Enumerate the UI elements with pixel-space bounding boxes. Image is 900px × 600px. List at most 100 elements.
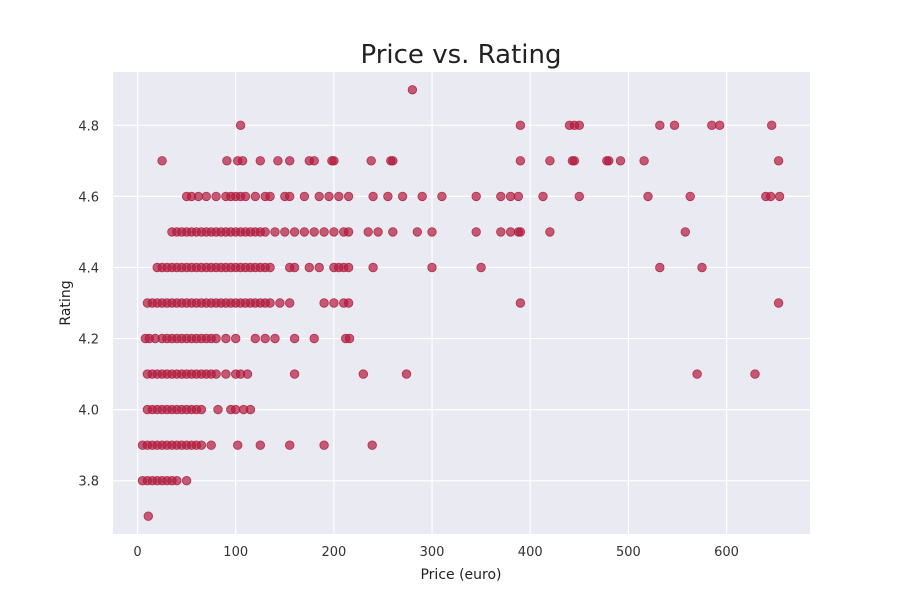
scatter-point	[270, 333, 280, 344]
scatter-point	[513, 191, 524, 202]
scatter-point	[750, 369, 760, 379]
scatter-point	[196, 440, 207, 450]
scatter-point	[285, 191, 295, 202]
scatter-point	[230, 404, 241, 415]
scatter-point	[343, 227, 354, 237]
scatter-point	[538, 191, 548, 202]
scatter-point	[604, 156, 614, 166]
scatter-point	[496, 227, 506, 237]
x-tick-label: 0	[133, 545, 141, 560]
scatter-point	[314, 191, 324, 202]
scatter-point	[773, 298, 784, 308]
x-tick-labels: 0 100 200 300 400 500 600	[133, 545, 739, 560]
scatter-point	[343, 298, 354, 308]
scatter-point	[715, 120, 725, 131]
scatter-point	[366, 156, 376, 166]
scatter-point	[397, 191, 408, 202]
scatter-point	[260, 227, 270, 237]
scatter-point	[289, 369, 300, 379]
scatter-point	[273, 156, 283, 166]
scatter-point	[358, 369, 369, 379]
scatter-point	[255, 440, 265, 450]
scatter-point	[285, 298, 295, 308]
scatter-point	[407, 85, 418, 95]
scatter-point	[427, 227, 437, 237]
scatter-point	[309, 333, 319, 344]
scatter-point	[265, 298, 275, 308]
grid-lines	[113, 72, 810, 534]
scatter-point	[368, 191, 378, 202]
scatter-point	[260, 333, 270, 344]
scatter-point	[211, 191, 221, 202]
scatter-point	[245, 404, 256, 415]
scatter-point	[655, 120, 665, 131]
scatter-point	[289, 262, 300, 273]
scatter-point	[304, 262, 315, 273]
scatter-point	[505, 227, 516, 237]
scatter-point	[363, 227, 373, 237]
scatter-point	[471, 227, 481, 237]
scatter-point	[285, 440, 295, 450]
scatter-point	[309, 156, 319, 166]
scatter-point	[289, 333, 300, 344]
x-tick-label: 200	[321, 545, 346, 560]
scatter-point	[289, 227, 300, 237]
data-points	[137, 85, 785, 521]
x-axis-label: Price (euro)	[420, 567, 501, 583]
scatter-point	[181, 476, 192, 486]
scatter-point	[242, 369, 253, 379]
scatter-point	[367, 440, 377, 450]
scatter-point	[319, 298, 329, 308]
scatter-point	[643, 191, 653, 202]
scatter-point	[309, 227, 319, 237]
scatter-point	[569, 156, 580, 166]
scatter-point	[427, 262, 437, 273]
scatter-point	[299, 227, 310, 237]
y-tick-label: 4.8	[78, 119, 99, 134]
y-tick-labels: 3.8 4.0 4.2 4.4 4.6 4.8	[78, 119, 99, 489]
x-tick-label: 300	[420, 545, 445, 560]
scatter-point	[232, 440, 243, 450]
scatter-point	[476, 262, 486, 273]
scatter-point	[388, 227, 398, 237]
scatter-point	[211, 369, 221, 379]
scatter-point	[206, 440, 216, 450]
scatter-point	[515, 227, 526, 237]
x-tick-label: 600	[714, 545, 739, 560]
scatter-point	[157, 156, 167, 166]
scatter-point	[143, 511, 154, 521]
scatter-point	[201, 191, 212, 202]
scatter-point	[515, 120, 526, 131]
y-tick-label: 4.4	[78, 261, 99, 276]
scatter-point	[766, 191, 776, 202]
x-tick-label: 100	[223, 545, 248, 560]
scatter-point	[270, 227, 280, 237]
scatter-point	[280, 227, 290, 237]
scatter-point	[329, 156, 339, 166]
scatter-point	[680, 227, 691, 237]
scatter-point	[250, 333, 261, 344]
scatter-point	[285, 156, 295, 166]
chart-title: Price vs. Rating	[361, 40, 562, 70]
scatter-point	[574, 191, 585, 202]
scatter-point	[319, 227, 329, 237]
scatter-point	[319, 440, 329, 450]
scatter-point	[515, 156, 526, 166]
y-tick-label: 4.6	[78, 190, 99, 205]
scatter-point	[265, 191, 275, 202]
scatter-point	[496, 191, 506, 202]
scatter-point	[401, 369, 412, 379]
scatter-point	[221, 333, 231, 344]
scatter-point	[767, 120, 777, 131]
scatter-point	[343, 262, 354, 273]
scatter-point	[324, 191, 334, 202]
scatter-point	[545, 156, 555, 166]
scatter-point	[329, 298, 339, 308]
scatter-point	[388, 156, 398, 166]
scatter-point	[343, 191, 354, 202]
scatter-point	[707, 120, 717, 131]
scatter-point	[193, 191, 204, 202]
scatter-point	[417, 191, 427, 202]
scatter-point	[255, 156, 265, 166]
scatter-point	[213, 404, 223, 415]
